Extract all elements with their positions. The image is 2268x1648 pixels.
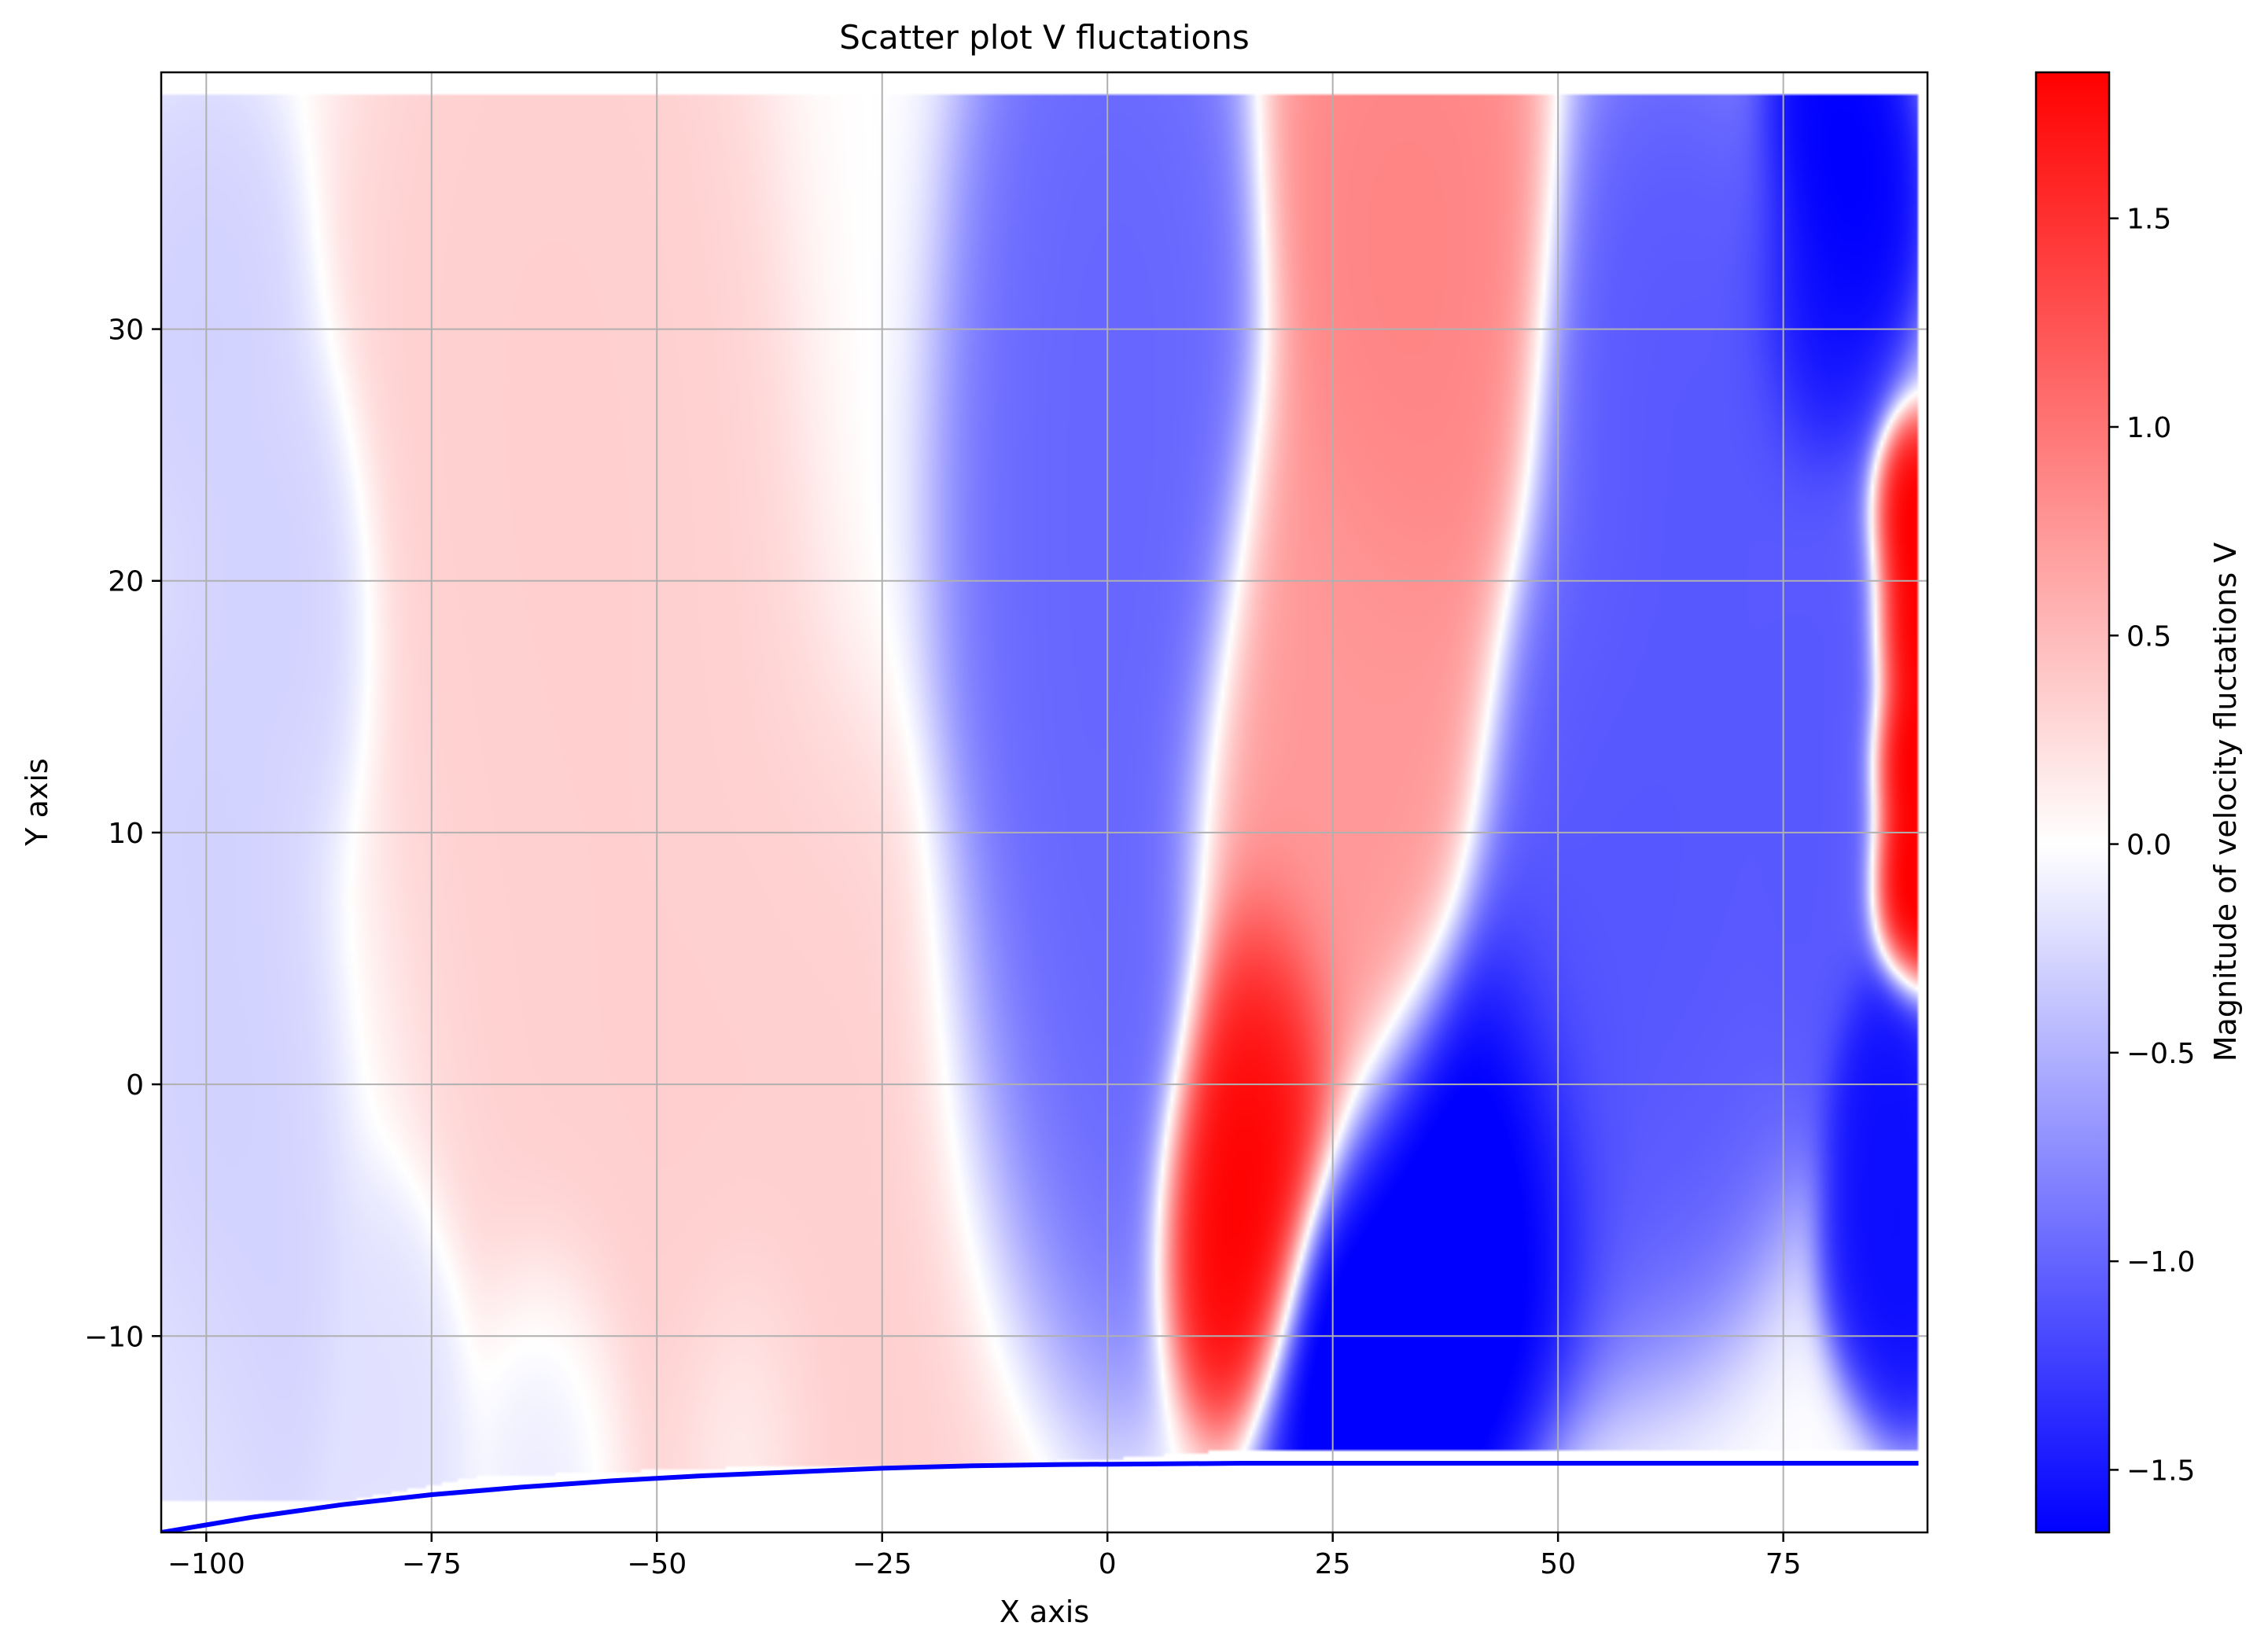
y-axis-label: Y axis (20, 758, 54, 846)
x-tick-label-1: −75 (402, 1548, 462, 1580)
plot-frame (160, 71, 1929, 1534)
colorbar-tick-label-3: 0.0 (2126, 830, 2171, 862)
colorbar-tick-label-4: −0.5 (2126, 1038, 2195, 1070)
x-axis-label: X axis (1000, 1595, 1089, 1629)
x-tick-label-7: 75 (1765, 1548, 1802, 1580)
x-axis: −100 −75 −50 −25 0 25 50 75 (168, 1532, 1802, 1580)
y-axis: −10 0 10 20 30 (84, 315, 161, 1353)
colorbar-tick-label-6: −1.5 (2126, 1455, 2195, 1487)
colorbar-gradient (2034, 71, 2111, 1534)
x-tick-label-3: −25 (852, 1548, 912, 1580)
colorbar: 1.5 1.0 0.5 0.0 −0.5 −1.0 −1.5 Magnitude of ve… (2034, 71, 2243, 1534)
x-tick-label-4: 0 (1099, 1548, 1117, 1580)
y-tick-label-2: 10 (108, 818, 144, 850)
colorbar-tick-label-2: 0.5 (2126, 620, 2171, 653)
x-tick-label-5: 25 (1315, 1548, 1351, 1580)
y-tick-label-3: 20 (108, 566, 144, 598)
colorbar-label: Magnitude of velocity fluctations V (2208, 543, 2243, 1061)
chart-title: Scatter plot V fluctations (839, 18, 1250, 57)
y-tick-label-4: 30 (108, 315, 144, 347)
grid-lines (161, 72, 1927, 1532)
x-tick-label-6: 50 (1540, 1548, 1576, 1580)
colorbar-tick-label-0: 1.5 (2126, 204, 2171, 236)
x-tick-label-0: −100 (168, 1548, 245, 1580)
x-tick-label-2: −50 (627, 1548, 687, 1580)
plot-area (160, 71, 1929, 1534)
velocity-field-heatmap (161, 72, 1927, 1532)
colorbar-ticks: 1.5 1.0 0.5 0.0 −0.5 −1.0 −1.5 (2109, 204, 2195, 1487)
y-tick-label-1: 0 (126, 1069, 144, 1102)
colorbar-tick-label-1: 1.0 (2126, 412, 2171, 444)
wall-boundary-line (161, 1461, 1919, 1532)
y-tick-label-0: −10 (84, 1321, 144, 1353)
colorbar-tick-label-5: −1.0 (2126, 1246, 2195, 1278)
